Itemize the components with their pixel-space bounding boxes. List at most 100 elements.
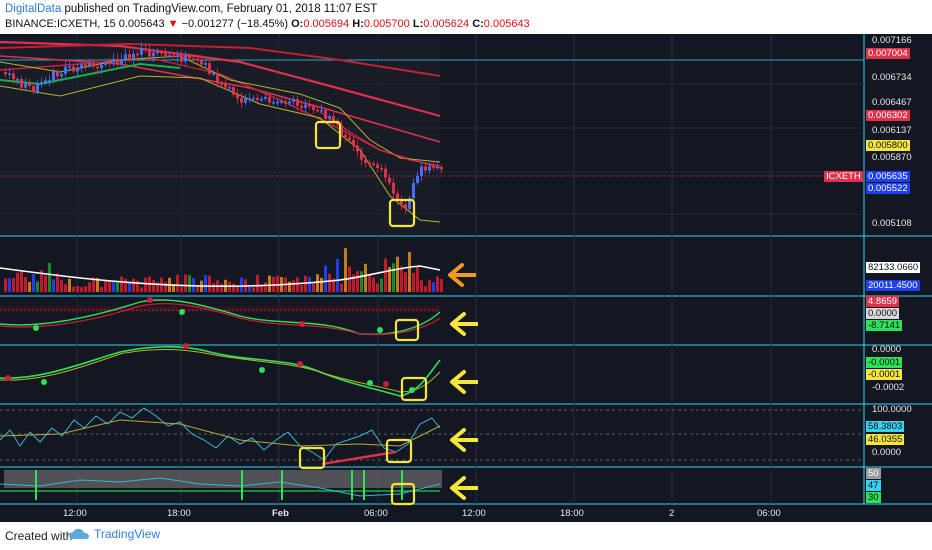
volume-bar [28, 281, 31, 292]
candle [224, 83, 227, 88]
volume-bar [136, 280, 139, 292]
price-badge-red: 0.006302 [866, 110, 910, 121]
candle [120, 59, 123, 65]
candle [304, 104, 307, 108]
volume-bar [420, 280, 423, 292]
osc4-badge: 50 [866, 468, 881, 479]
volume-bar [268, 275, 271, 292]
close-value: 0.005643 [483, 18, 530, 30]
osc1-badge: -8.7141 [866, 320, 903, 331]
candle [112, 58, 115, 63]
volume-bar [188, 275, 191, 292]
open-label: O: [291, 18, 304, 30]
volume-bar [324, 265, 327, 292]
candle [296, 99, 299, 106]
volume-bar [436, 276, 439, 292]
candle [20, 79, 23, 88]
candle [136, 53, 139, 56]
published-text: published on TradingView.com, February 0… [61, 3, 378, 15]
volume-bar [76, 285, 79, 292]
osc3-label: 0.0000 [872, 447, 902, 458]
volume-bar [92, 277, 95, 292]
candle [12, 73, 15, 80]
candle [360, 151, 363, 160]
volume-bar [88, 282, 91, 292]
candle [396, 193, 399, 201]
candle [128, 54, 131, 59]
cloud-icon [69, 528, 89, 539]
candle [52, 71, 55, 81]
volume-bar [236, 285, 239, 292]
osc3-badge: 46.0355 [866, 434, 905, 445]
price-badge-yellow: 0.005800 [866, 140, 910, 151]
volume-bar [252, 287, 255, 292]
osc4-badge: 30 [866, 492, 881, 503]
oscillator-3-pane [0, 407, 864, 470]
candles [4, 42, 443, 214]
price-label: 0.005870 [872, 152, 912, 163]
arrow-left-icon [450, 476, 466, 500]
candle [140, 48, 143, 55]
candle [152, 52, 155, 57]
chart-canvas[interactable] [0, 34, 932, 522]
candle [308, 104, 311, 107]
candle [404, 204, 407, 209]
volume-bar [408, 251, 411, 292]
highlight-box [388, 198, 416, 228]
candle [268, 96, 271, 103]
chart-area[interactable]: 0.007166 0.007004 0.006734 0.006467 0.00… [0, 34, 932, 522]
time-label: 2 [669, 508, 675, 519]
osc1-badge: 4.8659 [866, 296, 900, 307]
chart-header: DigitalData published on TradingView.com… [0, 0, 932, 34]
candle [420, 166, 423, 176]
candle [196, 58, 199, 61]
volume-bar [432, 282, 435, 292]
volume-bar [300, 284, 303, 292]
volume-bar [36, 281, 39, 292]
volume-bar [204, 275, 207, 292]
open-value: 0.005694 [303, 18, 350, 30]
candle [4, 72, 7, 75]
candle [436, 166, 439, 169]
time-label: 12:00 [63, 508, 87, 519]
candle [300, 105, 303, 108]
volume-bar [360, 271, 363, 292]
volume-badge: 20011.4500 [866, 280, 920, 291]
volume-bar [120, 276, 123, 292]
volume-bar [100, 286, 103, 292]
candle [200, 59, 203, 65]
volume-bar [56, 273, 59, 292]
volume-bar [340, 283, 343, 292]
volume-bar [180, 286, 183, 292]
candle [204, 63, 207, 65]
candle [236, 94, 239, 99]
candle [340, 124, 343, 136]
candle [8, 73, 11, 75]
price-label: 0.006137 [872, 125, 912, 136]
close-label: C: [472, 18, 484, 30]
volume-bar [416, 266, 419, 292]
high-value: 0.005700 [363, 18, 410, 30]
candle [208, 63, 211, 74]
volume-bar [332, 278, 335, 292]
volume-pane [0, 248, 476, 292]
candle [88, 63, 91, 66]
osc3-badge: 58.3803 [866, 421, 905, 432]
candle [36, 83, 39, 92]
volume-bar [116, 281, 119, 292]
volume-bar [208, 275, 211, 292]
volume-bar [296, 277, 299, 292]
candle [188, 55, 191, 59]
publish-line: DigitalData published on TradingView.com… [5, 3, 377, 15]
candle [80, 64, 83, 69]
osc2-label: 0.0000 [872, 344, 902, 355]
volume-bar [124, 278, 127, 292]
volume-bar [424, 286, 427, 292]
time-label: 18:00 [167, 508, 191, 519]
volume-bar [184, 274, 187, 292]
candle [92, 63, 95, 67]
author-link[interactable]: DigitalData [5, 3, 62, 15]
candle [56, 71, 59, 77]
tradingview-link[interactable]: TradingView [68, 527, 160, 541]
volume-bar [52, 279, 55, 292]
